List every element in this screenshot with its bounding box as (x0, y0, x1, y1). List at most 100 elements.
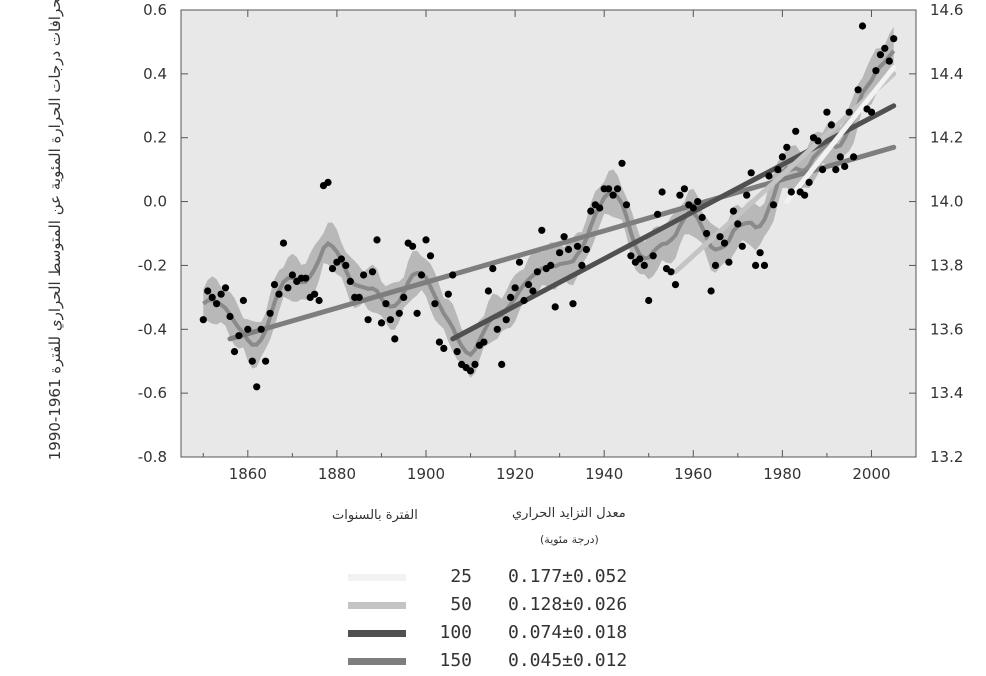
data-point (471, 361, 478, 368)
legend-swatch-25 (348, 574, 406, 581)
data-point (373, 236, 380, 243)
data-point (342, 262, 349, 269)
legend-rate-100: 0.074±0.018 (508, 622, 627, 643)
data-point (645, 297, 652, 304)
data-point (547, 262, 554, 269)
data-point (538, 227, 545, 234)
y-axis-left: 0.60.40.20.0-0.2-0.4-0.6-0.8 (138, 1, 188, 466)
data-point (881, 45, 888, 52)
data-point (743, 192, 750, 199)
data-point (414, 310, 421, 317)
data-point (654, 211, 661, 218)
data-point (324, 179, 331, 186)
data-point (449, 271, 456, 278)
data-point (770, 201, 777, 208)
data-point (748, 169, 755, 176)
y2-tick-label: 13.6 (930, 320, 963, 338)
data-point (316, 297, 323, 304)
data-point (204, 287, 211, 294)
plot-area (181, 10, 916, 457)
y-axis-right: 14.6 14.4 14.2 14.0 13.8 13.6 13.4 13.2 (909, 1, 963, 466)
data-point (529, 287, 536, 294)
data-point (267, 310, 274, 317)
x-tick-label: 1960 (674, 465, 712, 483)
data-point (587, 208, 594, 215)
data-point (801, 192, 808, 199)
data-point (489, 265, 496, 272)
data-point (708, 287, 715, 294)
data-point (859, 22, 866, 29)
data-point (565, 246, 572, 253)
legend-period-50: 50 (428, 594, 472, 615)
x-tick-label: 1860 (229, 465, 267, 483)
data-point (792, 128, 799, 135)
legend-rate-unit: (درجة مئوية) (540, 533, 599, 546)
data-point (311, 291, 318, 298)
legend-rate-50: 0.128±0.026 (508, 594, 627, 615)
data-point (422, 236, 429, 243)
data-point (262, 358, 269, 365)
legend-period-25: 25 (428, 566, 472, 587)
data-point (623, 201, 630, 208)
data-point (610, 192, 617, 199)
data-point (757, 249, 764, 256)
legend-period-100: 100 (428, 622, 472, 643)
data-point (716, 233, 723, 240)
data-point (694, 198, 701, 205)
y-axis-label-text: انحرافات درجات الحرارة المئوية عن المتوس… (46, 0, 65, 460)
data-point (520, 297, 527, 304)
data-point (850, 153, 857, 160)
y-tick-label: 0.0 (143, 193, 167, 211)
data-point (841, 163, 848, 170)
data-point (516, 259, 523, 266)
x-tick-label: 1940 (585, 465, 623, 483)
data-point (712, 262, 719, 269)
y2-tick-label: 14.2 (930, 129, 963, 147)
data-point (721, 240, 728, 247)
y2-tick-label: 13.4 (930, 384, 963, 402)
data-point (596, 204, 603, 211)
data-point (218, 291, 225, 298)
legend-period-150: 150 (428, 650, 472, 671)
data-point (779, 153, 786, 160)
x-tick-label: 1900 (407, 465, 445, 483)
data-point (258, 326, 265, 333)
data-point (356, 294, 363, 301)
legend-period-header: الفترة بالسنوات (332, 508, 418, 523)
data-point (253, 383, 260, 390)
data-point (275, 291, 282, 298)
data-point (828, 121, 835, 128)
data-point (209, 294, 216, 301)
data-point (605, 185, 612, 192)
data-point (284, 284, 291, 291)
data-point (618, 160, 625, 167)
data-point (676, 192, 683, 199)
data-point (365, 316, 372, 323)
data-point (814, 137, 821, 144)
legend-swatch-50 (348, 602, 406, 609)
legend-rate-header: معدل التزايد الحراري (512, 506, 626, 521)
data-point (454, 348, 461, 355)
data-point (556, 249, 563, 256)
data-point (485, 287, 492, 294)
y-tick-label: 0.6 (143, 1, 167, 19)
data-point (427, 252, 434, 259)
x-tick-label: 2000 (852, 465, 890, 483)
x-tick-label: 1880 (318, 465, 356, 483)
data-point (382, 300, 389, 307)
data-point (877, 51, 884, 58)
legend-swatch-100 (348, 630, 406, 637)
legend-row-100: 100 0.074±0.018 (330, 619, 690, 647)
data-point (832, 166, 839, 173)
data-point (280, 240, 287, 247)
x-tick-label: 1920 (496, 465, 534, 483)
data-point (226, 313, 233, 320)
data-point (886, 58, 893, 65)
legend-row-150: 150 0.045±0.012 (330, 647, 690, 675)
data-point (222, 284, 229, 291)
data-point (338, 255, 345, 262)
data-point (614, 185, 621, 192)
data-point (391, 335, 398, 342)
data-point (329, 265, 336, 272)
data-point (302, 275, 309, 282)
